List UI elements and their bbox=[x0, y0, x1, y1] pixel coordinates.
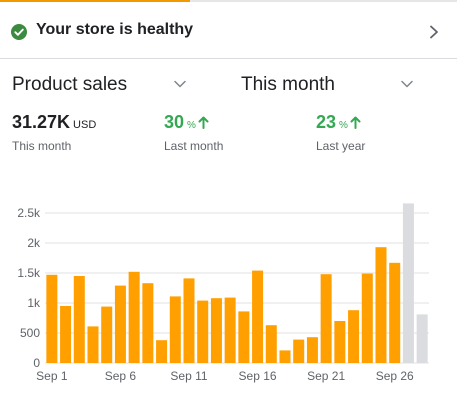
caret-down-icon bbox=[401, 80, 413, 88]
sales-bar[interactable] bbox=[375, 247, 387, 363]
metric-selector[interactable]: Product sales bbox=[12, 72, 188, 98]
last-year-stat: 23% Last year bbox=[316, 112, 365, 153]
projected-bar[interactable] bbox=[402, 203, 414, 363]
check-circle-icon bbox=[11, 24, 27, 40]
y-tick-label: 0 bbox=[33, 356, 40, 370]
y-tick-label: 500 bbox=[20, 326, 40, 340]
top-progress-bar bbox=[0, 0, 457, 2]
sales-bar[interactable] bbox=[361, 273, 373, 363]
sales-bar[interactable] bbox=[389, 262, 401, 363]
caret-down-icon bbox=[174, 80, 186, 88]
sales-bar[interactable] bbox=[60, 306, 72, 363]
sales-bar[interactable] bbox=[224, 297, 236, 363]
sales-bar[interactable] bbox=[197, 300, 209, 363]
sales-bar[interactable] bbox=[183, 278, 195, 363]
total-sales-value: 31.27K bbox=[12, 112, 71, 132]
store-health-title: Your store is healthy bbox=[36, 21, 194, 38]
sales-bar[interactable] bbox=[73, 276, 85, 363]
arrow-up-icon bbox=[350, 116, 361, 129]
arrow-up-icon bbox=[198, 116, 209, 129]
sales-bar[interactable] bbox=[348, 310, 360, 363]
sales-bar[interactable] bbox=[265, 325, 277, 363]
sales-bar[interactable] bbox=[306, 337, 318, 363]
sales-bar[interactable] bbox=[142, 283, 154, 363]
period-selector-label: This month bbox=[241, 74, 335, 95]
sales-bar[interactable] bbox=[46, 274, 58, 363]
metric-selector-label: Product sales bbox=[12, 74, 128, 95]
x-tick-label: Sep 16 bbox=[239, 369, 277, 383]
last-month-value: 30 bbox=[164, 112, 185, 132]
sales-bar[interactable] bbox=[128, 271, 140, 363]
y-tick-label: 2.5k bbox=[17, 206, 41, 220]
sales-bar[interactable] bbox=[101, 306, 113, 363]
y-tick-label: 1k bbox=[27, 296, 41, 310]
y-tick-label: 2k bbox=[27, 236, 41, 250]
last-year-value: 23 bbox=[316, 112, 337, 132]
sales-bar[interactable] bbox=[320, 274, 332, 363]
x-tick-label: Sep 11 bbox=[170, 369, 207, 383]
x-tick-label: Sep 6 bbox=[105, 369, 137, 383]
sales-bar[interactable] bbox=[334, 321, 346, 363]
x-tick-label: Sep 1 bbox=[36, 369, 68, 383]
total-sales-unit: USD bbox=[73, 119, 97, 131]
sales-bar[interactable] bbox=[293, 339, 305, 363]
total-sales-label: This month bbox=[12, 139, 72, 153]
chevron-right-icon[interactable] bbox=[428, 24, 440, 40]
x-tick-label: Sep 26 bbox=[376, 369, 414, 383]
sales-bar[interactable] bbox=[87, 326, 99, 363]
last-year-label: Last year bbox=[316, 139, 366, 153]
x-tick-label: Sep 21 bbox=[307, 369, 345, 383]
sales-bar[interactable] bbox=[169, 296, 181, 363]
sales-bar[interactable] bbox=[279, 350, 291, 363]
total-sales-stat: 31.27K USD This month bbox=[12, 112, 96, 153]
sales-bar[interactable] bbox=[114, 285, 126, 363]
sales-bar[interactable] bbox=[156, 340, 168, 363]
y-tick-label: 1.5k bbox=[17, 266, 41, 280]
last-month-unit: % bbox=[187, 120, 196, 131]
period-selector[interactable]: This month bbox=[241, 72, 416, 98]
last-month-label: Last month bbox=[164, 139, 224, 153]
projected-bar[interactable] bbox=[416, 314, 428, 363]
sales-bar[interactable] bbox=[238, 311, 250, 363]
top-progress-accent bbox=[0, 0, 190, 2]
sales-bar[interactable] bbox=[252, 270, 264, 363]
last-year-unit: % bbox=[339, 120, 348, 131]
sales-bar[interactable] bbox=[210, 298, 222, 363]
store-health-banner[interactable]: Your store is healthy bbox=[0, 2, 457, 59]
sales-bar-chart: 0 500 1k 1.5k 2k 2.5k Sep 1 Sep 6 Sep 11 Sep 16 Se… bbox=[17, 203, 429, 383]
last-month-stat: 30% Last month bbox=[164, 112, 223, 153]
